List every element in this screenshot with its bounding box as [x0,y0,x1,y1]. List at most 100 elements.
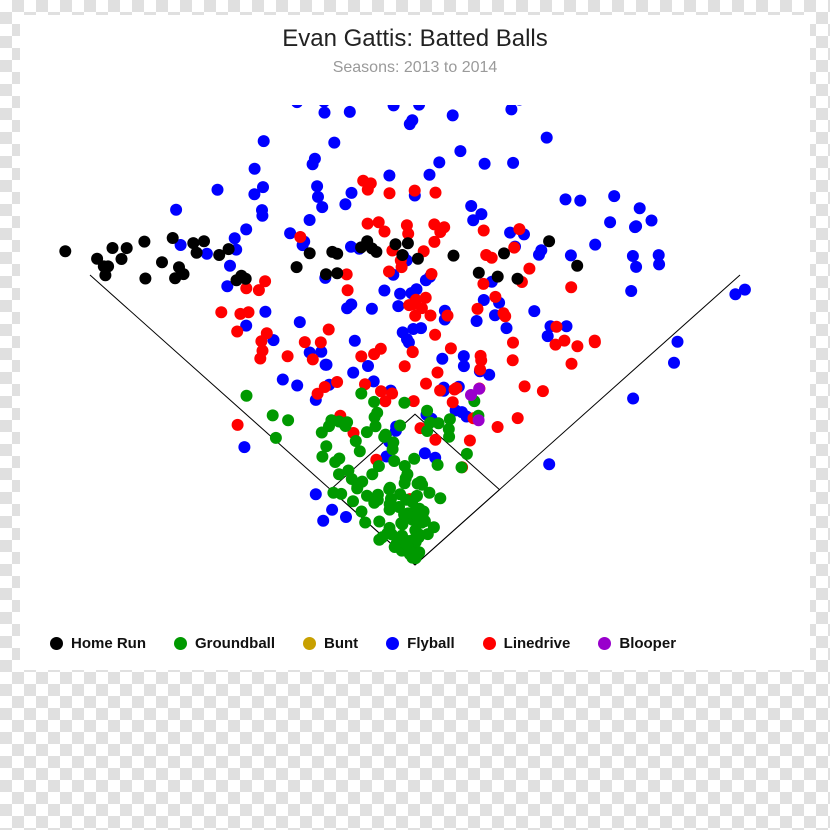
point-groundball [373,460,385,472]
point-linedrive [432,367,444,379]
legend-label-homerun: Home Run [71,635,146,652]
point-homerun [91,253,103,265]
legend-item-blooper: Blooper [598,635,676,652]
point-flyball [256,204,268,216]
point-homerun [121,242,133,254]
point-groundball [356,506,368,518]
point-groundball [398,397,410,409]
point-flyball [528,305,540,317]
point-linedrive [259,275,271,287]
point-flyball [729,288,741,300]
point-homerun [173,261,185,273]
point-homerun [304,247,316,259]
point-groundball [443,431,455,443]
point-flyball [447,109,459,121]
point-flyball [229,232,241,244]
point-homerun [138,236,150,248]
point-flyball [543,458,555,470]
point-flyball [366,303,378,315]
point-linedrive [425,310,437,322]
point-homerun [187,237,199,249]
point-linedrive [464,435,476,447]
point-groundball [421,405,433,417]
point-linedrive [331,376,343,388]
point-flyball [604,216,616,228]
point-flyball [672,336,684,348]
point-linedrive [519,380,531,392]
point-homerun [331,267,343,279]
point-flyball [627,250,639,262]
point-flyball [259,306,271,318]
legend-item-groundball: Groundball [174,635,275,652]
point-linedrive [294,231,306,243]
point-groundball [461,448,473,460]
spray-chart-svg [20,105,810,595]
point-linedrive [450,382,462,394]
point-linedrive [434,226,446,238]
point-groundball [408,453,420,465]
point-homerun [116,253,128,265]
point-flyball [589,239,601,251]
point-linedrive [379,226,391,238]
point-linedrive [442,310,454,322]
point-flyball [312,191,324,203]
point-groundball [316,427,328,439]
point-groundball [394,420,406,432]
point-linedrive [489,291,501,303]
point-flyball [415,322,427,334]
point-groundball [421,425,433,437]
point-homerun [370,246,382,258]
point-homerun [571,260,583,272]
point-homerun [291,261,303,273]
point-flyball [326,504,338,516]
point-linedrive [323,324,335,336]
point-flyball [258,135,270,147]
point-blooper [473,383,485,395]
point-groundball [393,501,405,513]
point-flyball [541,132,553,144]
point-groundball [350,435,362,447]
point-flyball [345,298,357,310]
legend-swatch-blooper [598,637,611,650]
point-homerun [198,235,210,247]
point-linedrive [492,421,504,433]
point-groundball [370,420,382,432]
point-flyball [454,145,466,157]
point-groundball [371,407,383,419]
chart-card: Evan Gattis: Batted Balls Seasons: 2013 … [20,15,810,670]
point-flyball [392,300,404,312]
point-homerun [331,248,343,260]
point-flyball [630,261,642,273]
point-flyball [240,223,252,235]
point-flyball [294,316,306,328]
point-groundball [401,538,413,550]
point-homerun [492,271,504,283]
point-homerun [498,247,510,259]
point-homerun [213,249,225,261]
point-groundball [373,516,385,528]
point-groundball [411,490,423,502]
point-linedrive [566,358,578,370]
point-homerun [59,245,71,257]
point-linedrive [407,346,419,358]
point-groundball [347,495,359,507]
point-flyball [424,169,436,181]
point-flyball [535,244,547,256]
point-linedrive [480,249,492,261]
point-linedrive [231,326,243,338]
legend-item-homerun: Home Run [50,635,146,652]
point-flyball [653,249,665,261]
point-homerun [412,253,424,265]
point-flyball [465,200,477,212]
point-linedrive [215,306,227,318]
legend-swatch-flyball [386,637,399,650]
point-flyball [316,201,328,213]
point-flyball [291,380,303,392]
point-flyball [433,156,445,168]
point-flyball [317,515,329,527]
point-flyball [404,118,416,130]
point-linedrive [447,396,459,408]
point-linedrive [565,281,577,293]
point-flyball [347,367,359,379]
point-groundball [316,451,328,463]
